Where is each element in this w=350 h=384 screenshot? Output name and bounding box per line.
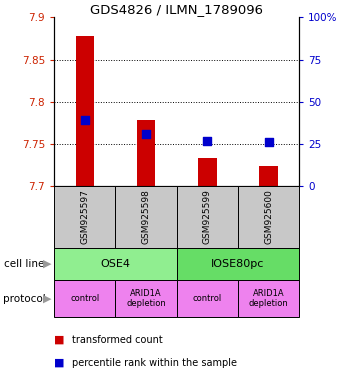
Text: GSM925597: GSM925597 (80, 190, 89, 244)
Bar (259, 166, 278, 186)
Text: GSM925600: GSM925600 (264, 190, 273, 244)
Text: protocol: protocol (4, 293, 46, 304)
Point (266, 139, 272, 146)
Bar (76, 36, 94, 186)
Text: cell line: cell line (4, 259, 44, 269)
Point (144, 131, 149, 137)
Bar (198, 158, 217, 186)
Text: transformed count: transformed count (72, 335, 162, 345)
Text: control: control (193, 294, 222, 303)
Text: ■: ■ (54, 358, 65, 368)
Point (82, 117, 88, 123)
Text: GSM925599: GSM925599 (203, 190, 212, 244)
Text: ■: ■ (54, 335, 65, 345)
Text: OSE4: OSE4 (100, 259, 131, 269)
Text: ARID1A
depletion: ARID1A depletion (126, 289, 166, 308)
Text: GSM925598: GSM925598 (142, 190, 150, 244)
Point (204, 137, 210, 144)
Text: ARID1A
depletion: ARID1A depletion (249, 289, 288, 308)
Text: ▶: ▶ (43, 259, 51, 269)
Text: ▶: ▶ (43, 293, 51, 304)
Text: IOSE80pc: IOSE80pc (211, 259, 265, 269)
Text: percentile rank within the sample: percentile rank within the sample (72, 358, 237, 368)
Text: control: control (70, 294, 99, 303)
Title: GDS4826 / ILMN_1789096: GDS4826 / ILMN_1789096 (90, 3, 263, 16)
Bar (137, 120, 155, 186)
